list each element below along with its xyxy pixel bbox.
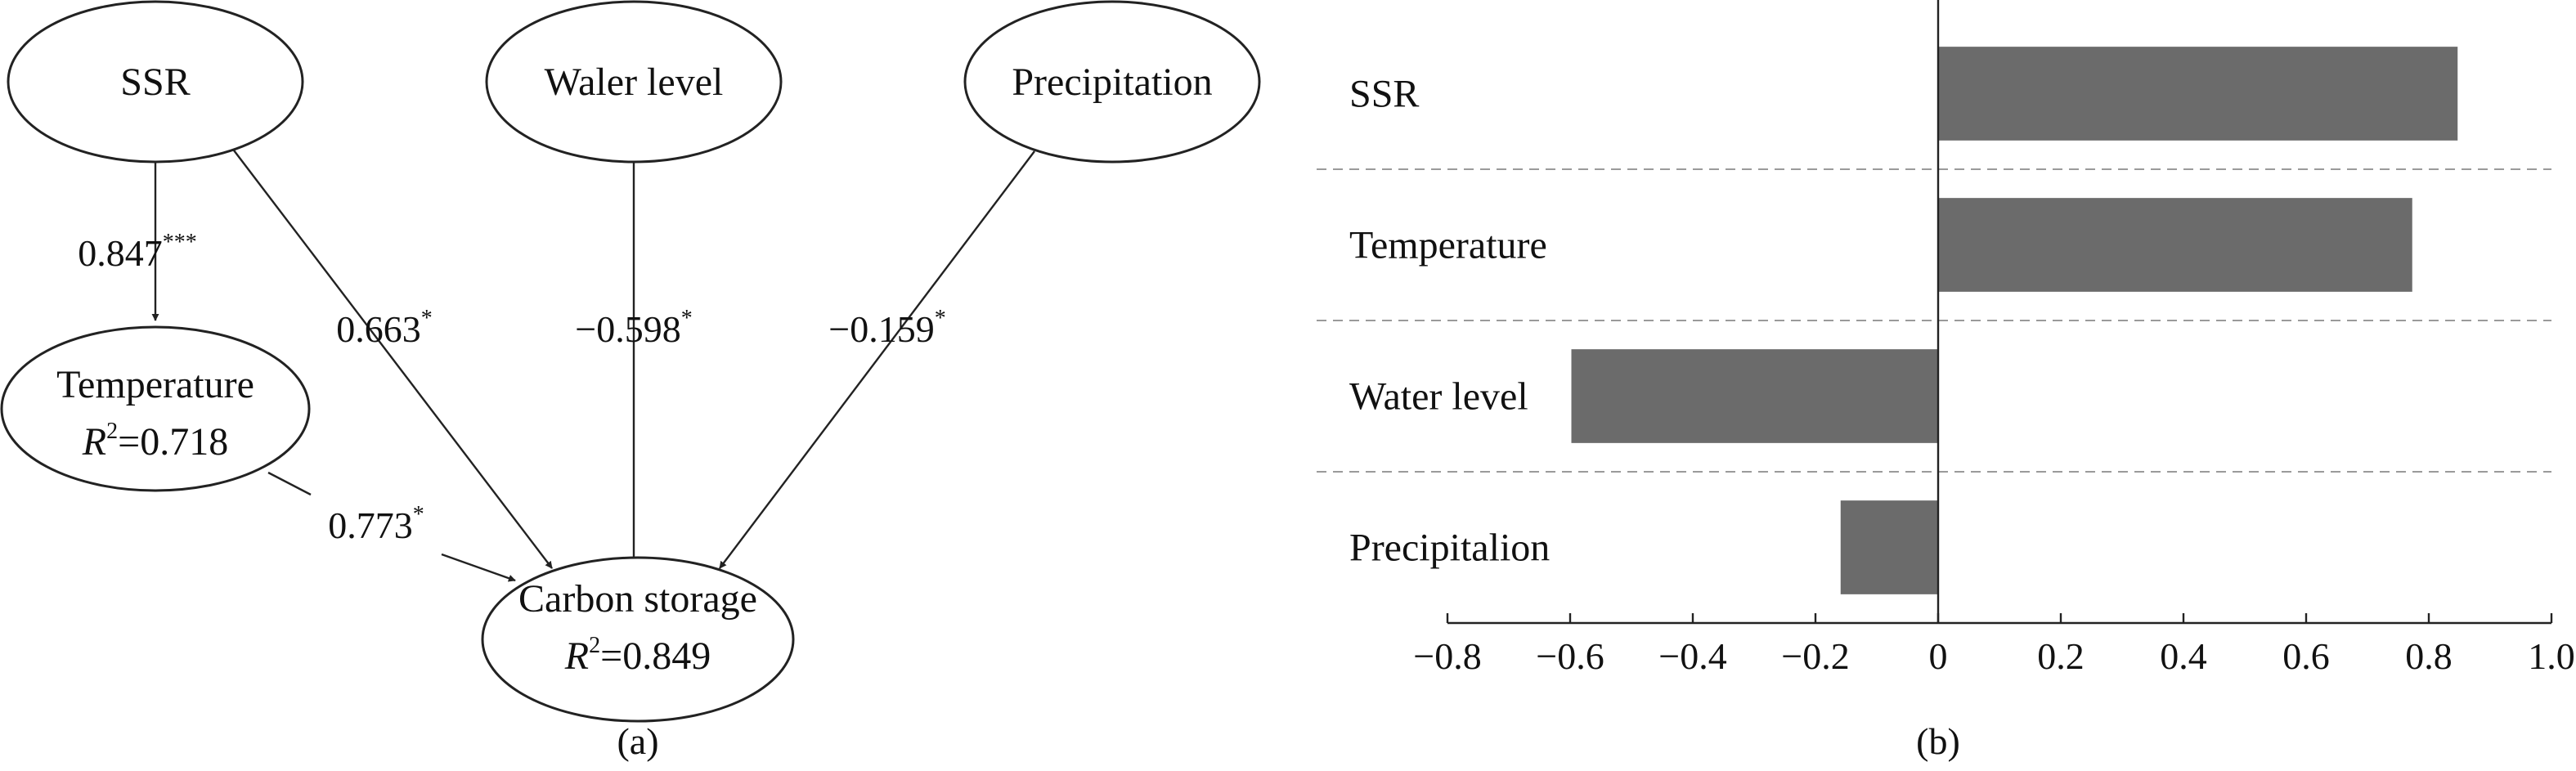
bar-water-level	[1571, 349, 1938, 443]
node-carbon-storage-r2: R2=0.849	[564, 633, 711, 678]
chart-category-labels: SSR Temperature Water level Precipitalion	[1349, 73, 1550, 570]
x-tick-label: 0.4	[2160, 635, 2207, 677]
panel-a-caption: (a)	[617, 720, 658, 762]
x-tick-label: 0.6	[2282, 635, 2330, 677]
bar-ssr	[1938, 47, 2458, 141]
edge-ssr-carbon-storage	[231, 146, 553, 569]
x-tick-label: 1.0	[2528, 635, 2575, 677]
bar-precipitalion	[1840, 500, 1938, 594]
coef-water-level-carbon-storage: −0.598*	[575, 306, 692, 350]
x-tick-label: 0.8	[2405, 635, 2453, 677]
node-precipitation-label: Precipitation	[1012, 61, 1212, 104]
x-axis-ticks: −0.8 −0.6 −0.4 −0.2 0 0.2 0.4 0.6 0.8 1.0	[1413, 613, 2575, 677]
category-label: Precipitalion	[1349, 527, 1550, 570]
edge-precipitation-carbon-storage	[719, 150, 1035, 569]
category-label: SSR	[1349, 73, 1419, 116]
bar-chart: SSR Temperature Water level Precipitalion −…	[1317, 0, 2575, 762]
x-tick-label: −0.6	[1536, 635, 1604, 677]
edge-temperature-carbon-storage-start	[267, 471, 312, 496]
chart-bars	[1571, 47, 2458, 594]
node-temperature-r2: R2=0.718	[82, 419, 228, 464]
node-temperature	[0, 325, 311, 492]
bar-temperature	[1938, 198, 2412, 292]
node-temperature-label: Temperature	[56, 363, 254, 406]
chart-separators	[1317, 168, 2551, 473]
node-precipitation	[963, 0, 1261, 164]
path-diagram: 0.847*** 0.663* −0.598* −0.159* 0.773* S…	[0, 0, 1261, 762]
coef-precipitation-carbon-storage: −0.159*	[828, 306, 945, 350]
coef-ssr-carbon-storage: 0.663*	[336, 306, 433, 350]
x-tick-label: −0.2	[1781, 635, 1849, 677]
node-ssr	[7, 0, 304, 164]
coef-ssr-temperature: 0.847***	[78, 230, 197, 274]
node-carbon-storage-label: Carbon storage	[518, 577, 757, 621]
panel-b-caption: (b)	[1916, 720, 1960, 762]
x-tick-label: −0.8	[1413, 635, 1481, 677]
x-tick-label: 0.2	[2037, 635, 2085, 677]
x-tick-label: −0.4	[1658, 635, 1726, 677]
node-ssr-label: SSR	[120, 61, 190, 104]
category-label: Temperature	[1349, 224, 1547, 267]
coef-temperature-carbon-storage: 0.773*	[328, 502, 424, 546]
node-water-level	[485, 0, 783, 164]
node-water-level-label: Waler level	[545, 61, 724, 104]
x-tick-label: 0	[1929, 635, 1948, 677]
category-label: Water level	[1349, 375, 1528, 419]
edge-temperature-carbon-storage-end	[441, 553, 516, 582]
node-carbon-storage	[481, 556, 795, 723]
